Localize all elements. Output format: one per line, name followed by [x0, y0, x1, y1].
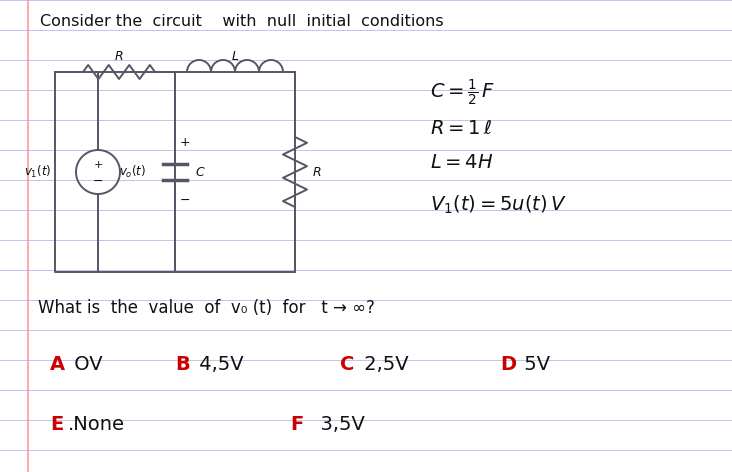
Text: $R = 1\,\ell$: $R = 1\,\ell$	[430, 118, 492, 137]
Text: $C = \frac{1}{2}\,F$: $C = \frac{1}{2}\,F$	[430, 78, 496, 108]
Text: C: C	[340, 354, 354, 373]
Text: C: C	[195, 166, 203, 178]
Text: +: +	[93, 160, 102, 170]
Text: .None: .None	[68, 415, 125, 435]
Text: A: A	[50, 354, 65, 373]
Text: 2,5V: 2,5V	[358, 354, 408, 373]
Text: L: L	[231, 50, 239, 62]
Text: R: R	[115, 50, 123, 62]
Text: 5V: 5V	[518, 354, 550, 373]
Text: What is  the  value  of  v₀ (t)  for   t → ∞?: What is the value of v₀ (t) for t → ∞?	[38, 299, 375, 317]
Text: $v_o(t)$: $v_o(t)$	[119, 164, 146, 180]
Text: 4,5V: 4,5V	[193, 354, 244, 373]
Text: E: E	[50, 415, 63, 435]
Text: +: +	[179, 135, 190, 149]
Text: D: D	[500, 354, 516, 373]
Text: B: B	[175, 354, 190, 373]
Text: $V_1(t) = 5u(t)\,V$: $V_1(t) = 5u(t)\,V$	[430, 194, 567, 216]
Text: Consider the  circuit    with  null  initial  conditions: Consider the circuit with null initial c…	[40, 15, 444, 29]
Text: F: F	[290, 415, 303, 435]
Text: $L = 4H$: $L = 4H$	[430, 153, 493, 172]
Text: $v_1(t)$: $v_1(t)$	[24, 164, 52, 180]
Text: R: R	[313, 166, 321, 178]
Text: −: −	[93, 175, 103, 187]
Text: 3,5V: 3,5V	[308, 415, 365, 435]
Text: OV: OV	[68, 354, 102, 373]
Text: −: −	[180, 194, 190, 207]
